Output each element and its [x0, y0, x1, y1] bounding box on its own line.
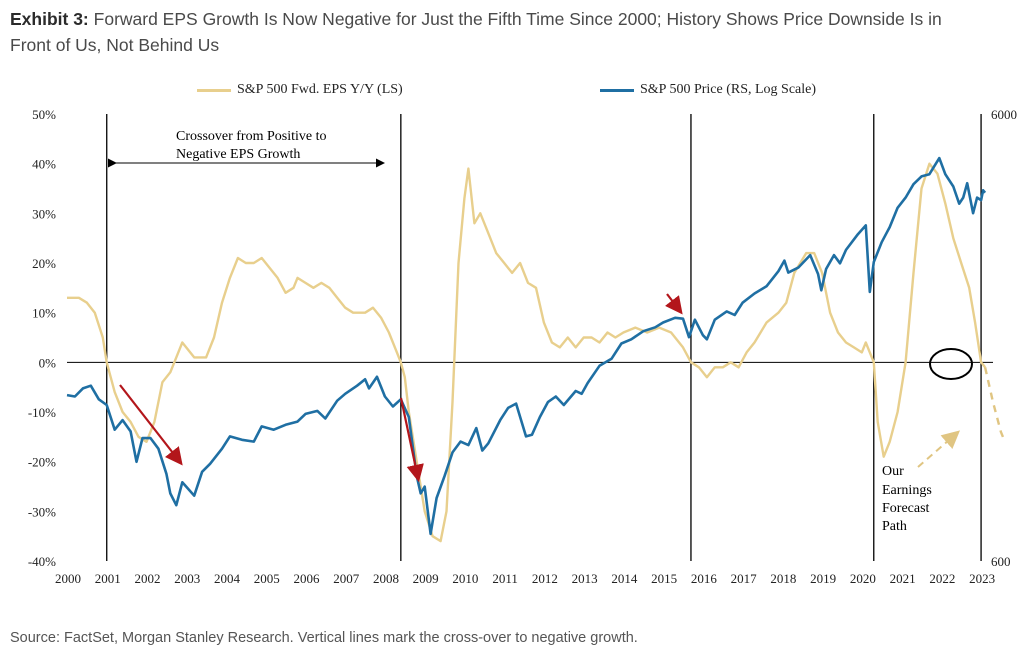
x-tick-label: 2021	[890, 571, 916, 586]
x-tick-label: 2002	[134, 571, 160, 586]
forecast-pointer-arrow	[917, 430, 961, 468]
y-left-tick-label: -10%	[28, 405, 56, 420]
y-left-tick-label: 10%	[32, 306, 56, 321]
y-left-tick-label: 30%	[32, 206, 56, 221]
x-tick-label: 2008	[373, 571, 399, 586]
x-tick-label: 2009	[413, 571, 439, 586]
chart-title: Exhibit 3: Forward EPS Growth Is Now Neg…	[10, 6, 1010, 58]
title-line-1: Forward EPS Growth Is Now Negative for J…	[93, 9, 942, 29]
forecast-annotation-line-3: Forecast	[882, 501, 930, 516]
x-tick-label: 2015	[651, 571, 677, 586]
y-left-tick-label: 20%	[32, 256, 56, 271]
x-tick-label: 2010	[452, 571, 478, 586]
x-tick-label: 2011	[492, 571, 518, 586]
x-tick-label: 2017	[731, 571, 758, 586]
legend-price: S&P 500 Price (RS, Log Scale)	[600, 82, 816, 98]
x-tick-label: 2020	[850, 571, 876, 586]
forecast-annotation-line-2: Earnings	[882, 483, 932, 498]
legend-price-label: S&P 500 Price (RS, Log Scale)	[640, 82, 817, 97]
x-tick-label: 2016	[691, 571, 718, 586]
x-tick-label: 2018	[770, 571, 796, 586]
x-tick-label: 2019	[810, 571, 836, 586]
current-crossover-circle	[929, 348, 973, 380]
x-tick-label: 2023	[969, 571, 995, 586]
y-left-tick-label: 40%	[32, 157, 56, 172]
crossover-annotation-line-2: Negative EPS Growth	[176, 147, 300, 162]
forecast-annotation-line-4: Path	[882, 519, 907, 534]
x-tick-label: 2014	[611, 571, 638, 586]
x-tick-label: 2004	[214, 571, 241, 586]
price-decline-arrow-2015	[664, 293, 683, 315]
legend-eps-swatch	[197, 88, 231, 92]
y-left-tick-label: 50%	[32, 107, 56, 122]
x-tick-label: 2006	[293, 571, 320, 586]
x-tick-label: 2001	[95, 571, 121, 586]
sp500-price-line	[66, 156, 987, 536]
x-tick-label: 2007	[333, 571, 360, 586]
price-decline-arrow-2001	[119, 384, 183, 466]
x-tick-label: 2003	[174, 571, 200, 586]
exhibit-label: Exhibit 3:	[10, 9, 89, 29]
legend-price-swatch	[600, 88, 634, 92]
eps-growth-line	[67, 162, 987, 543]
forecast-annotation-line-1: Our	[882, 464, 904, 479]
x-tick-label: 2022	[929, 571, 955, 586]
x-tick-label: 2013	[572, 571, 598, 586]
source-note: Source: FactSet, Morgan Stanley Research…	[10, 630, 638, 646]
x-tick-label: 2012	[532, 571, 558, 586]
y-right-tick-label: 6000	[991, 107, 1017, 122]
x-tick-label: 2005	[254, 571, 280, 586]
y-left-tick-label: -20%	[28, 455, 56, 470]
y-right-tick-label: 600	[991, 554, 1011, 569]
forecast-path-line	[983, 367, 1007, 443]
y-left-tick-label: -30%	[28, 504, 56, 519]
price-decline-arrow-2008	[399, 397, 424, 483]
legend-eps: S&P 500 Fwd. EPS Y/Y (LS)	[197, 82, 403, 98]
y-left-tick-label: 0%	[39, 355, 57, 370]
crossover-annotation-line-1: Crossover from Positive to	[176, 129, 327, 144]
legend-eps-label: S&P 500 Fwd. EPS Y/Y (LS)	[237, 82, 403, 97]
title-line-2: Front of Us, Not Behind Us	[10, 35, 220, 55]
x-tick-label: 2000	[55, 571, 81, 586]
y-left-tick-label: -40%	[28, 554, 56, 569]
